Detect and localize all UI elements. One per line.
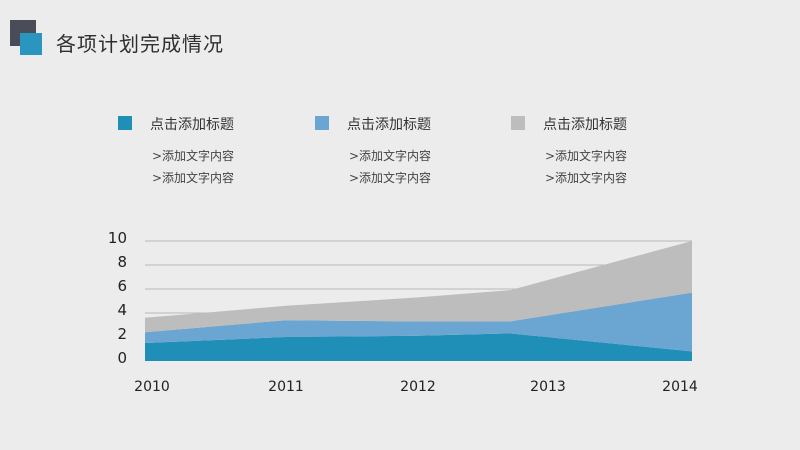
y-tick-label: 4 — [117, 301, 127, 319]
x-tick-label: 2011 — [268, 379, 304, 395]
legend-title: 点击添加标题 — [347, 117, 431, 133]
y-tick-label: 6 — [117, 277, 127, 295]
x-axis: 2010 2011 2012 2013 2014 — [134, 379, 698, 395]
y-tick-label: 0 — [117, 349, 127, 367]
legend-text: >添加文字内容 — [349, 171, 432, 185]
y-tick-label: 8 — [117, 253, 127, 271]
x-tick-label: 2010 — [134, 379, 170, 395]
logo — [0, 0, 60, 70]
legend-title: 点击添加标题 — [543, 117, 627, 133]
area-series-3 — [145, 241, 692, 333]
area-layer — [145, 241, 692, 361]
legend-title: 点击添加标题 — [150, 117, 234, 133]
legend-text: >添加文字内容 — [545, 149, 628, 163]
y-tick-label: 10 — [108, 229, 127, 247]
y-axis: 0 2 4 6 8 10 — [108, 229, 127, 367]
legend-text: >添加文字内容 — [152, 171, 235, 185]
legend-text: >添加文字内容 — [349, 149, 432, 163]
legend-swatch — [511, 116, 525, 130]
legend-swatch — [118, 116, 132, 130]
legend-text: >添加文字内容 — [545, 171, 628, 185]
area-series-1 — [145, 333, 692, 361]
logo-blue-square — [20, 33, 42, 55]
legend: 点击添加标题 >添加文字内容 >添加文字内容 点击添加标题 >添加文字内容 >添… — [0, 0, 800, 200]
area-series-2 — [145, 292, 692, 352]
legend-text: >添加文字内容 — [152, 149, 235, 163]
page-title: 各项计划完成情况 — [56, 32, 224, 56]
x-tick-label: 2014 — [662, 379, 698, 395]
y-tick-label: 2 — [117, 325, 127, 343]
x-tick-label: 2013 — [530, 379, 566, 395]
legend-swatch — [315, 116, 329, 130]
x-tick-label: 2012 — [400, 379, 436, 395]
